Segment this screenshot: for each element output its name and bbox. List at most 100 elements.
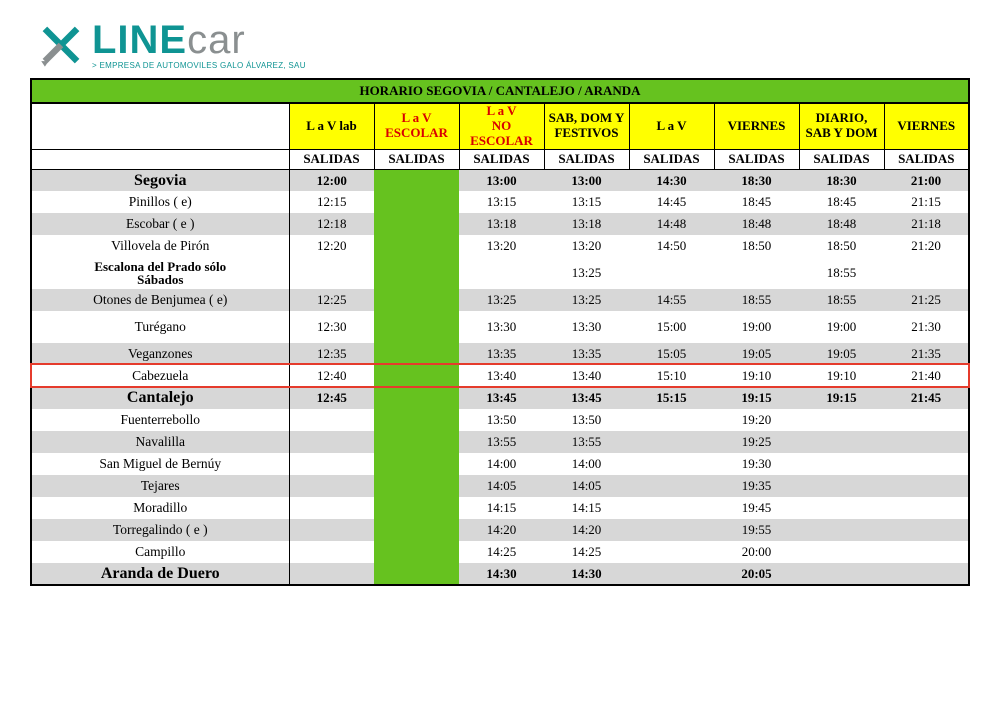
salidas-header: SALIDAS: [884, 149, 969, 169]
time-cell: [289, 563, 374, 585]
table-row: Moradillo14:1514:1519:45: [31, 497, 969, 519]
time-cell: 19:00: [799, 311, 884, 343]
time-cell: 13:40: [544, 365, 629, 387]
table-row: Campillo14:2514:2520:00: [31, 541, 969, 563]
column-header: L a VESCOLAR: [374, 103, 459, 149]
time-cell: 21:30: [884, 311, 969, 343]
time-cell: 14:00: [459, 453, 544, 475]
time-cell: 18:55: [799, 289, 884, 311]
time-cell: 14:30: [459, 563, 544, 585]
time-cell: [629, 431, 714, 453]
time-cell: 13:45: [544, 387, 629, 409]
column-header: L a V: [629, 103, 714, 149]
time-cell: 19:25: [714, 431, 799, 453]
time-cell: 18:50: [714, 235, 799, 257]
time-cell: 19:20: [714, 409, 799, 431]
time-cell: 20:05: [714, 563, 799, 585]
time-cell: 13:20: [459, 235, 544, 257]
time-cell: [374, 409, 459, 431]
time-cell: [629, 519, 714, 541]
table-row: Navalilla13:5513:5519:25: [31, 431, 969, 453]
time-cell: [714, 257, 799, 289]
time-cell: [374, 541, 459, 563]
time-cell: 13:55: [544, 431, 629, 453]
time-cell: [374, 475, 459, 497]
time-cell: 19:45: [714, 497, 799, 519]
time-cell: [884, 563, 969, 585]
table-row: Veganzones12:3513:3513:3515:0519:0519:05…: [31, 343, 969, 365]
time-cell: 13:00: [544, 169, 629, 191]
time-cell: [459, 257, 544, 289]
time-cell: 12:35: [289, 343, 374, 365]
logo-subtitle: > EMPRESA DE AUTOMOVILES GALO ÁLVAREZ, S…: [92, 62, 306, 70]
time-cell: 13:25: [459, 289, 544, 311]
time-cell: 19:05: [799, 343, 884, 365]
time-cell: [374, 191, 459, 213]
time-cell: [799, 519, 884, 541]
time-cell: 13:15: [459, 191, 544, 213]
time-cell: [289, 409, 374, 431]
stop-name: Aranda de Duero: [31, 563, 289, 585]
time-cell: 18:55: [714, 289, 799, 311]
time-cell: [374, 563, 459, 585]
time-cell: 13:40: [459, 365, 544, 387]
column-header: L a V lab: [289, 103, 374, 149]
time-cell: 14:05: [544, 475, 629, 497]
time-cell: 13:30: [459, 311, 544, 343]
time-cell: [629, 453, 714, 475]
time-cell: 20:00: [714, 541, 799, 563]
time-cell: 21:45: [884, 387, 969, 409]
table-row: Tejares14:0514:0519:35: [31, 475, 969, 497]
time-cell: 21:15: [884, 191, 969, 213]
time-cell: [289, 431, 374, 453]
salidas-blank: [31, 149, 289, 169]
column-header: VIERNES: [884, 103, 969, 149]
stop-name: Escalona del Prado sóloSábados: [31, 257, 289, 289]
time-cell: [374, 343, 459, 365]
stop-name: Campillo: [31, 541, 289, 563]
time-cell: 18:50: [799, 235, 884, 257]
table-row: San Miguel de Bernúy14:0014:0019:30: [31, 453, 969, 475]
stop-name: Segovia: [31, 169, 289, 191]
time-cell: 19:15: [799, 387, 884, 409]
time-cell: [884, 475, 969, 497]
stop-name: Tejares: [31, 475, 289, 497]
time-cell: [374, 431, 459, 453]
time-cell: 19:05: [714, 343, 799, 365]
time-cell: [629, 409, 714, 431]
time-cell: [799, 475, 884, 497]
time-cell: [289, 257, 374, 289]
time-cell: 19:00: [714, 311, 799, 343]
time-cell: [629, 475, 714, 497]
time-cell: 14:20: [544, 519, 629, 541]
time-cell: 13:20: [544, 235, 629, 257]
time-cell: 19:55: [714, 519, 799, 541]
time-cell: [629, 257, 714, 289]
time-cell: [374, 235, 459, 257]
time-cell: 21:25: [884, 289, 969, 311]
time-cell: 19:10: [714, 365, 799, 387]
time-cell: 13:50: [459, 409, 544, 431]
table-row: Turégano12:3013:3013:3015:0019:0019:0021…: [31, 311, 969, 343]
table-row: Torregalindo ( e )14:2014:2019:55: [31, 519, 969, 541]
time-cell: [884, 497, 969, 519]
time-cell: 13:18: [459, 213, 544, 235]
time-cell: 15:05: [629, 343, 714, 365]
time-cell: 12:00: [289, 169, 374, 191]
time-cell: [799, 541, 884, 563]
logo-text: LINEcar: [92, 20, 306, 60]
time-cell: 12:25: [289, 289, 374, 311]
stop-name: Escobar ( e ): [31, 213, 289, 235]
time-cell: 14:25: [544, 541, 629, 563]
time-cell: [289, 497, 374, 519]
stop-name: Fuenterrebollo: [31, 409, 289, 431]
time-cell: 21:00: [884, 169, 969, 191]
time-cell: [884, 409, 969, 431]
stop-name: Otones de Benjumea ( e): [31, 289, 289, 311]
table-row: Villovela de Pirón12:2013:2013:2014:5018…: [31, 235, 969, 257]
time-cell: [884, 541, 969, 563]
table-row: Aranda de Duero14:3014:3020:05: [31, 563, 969, 585]
time-cell: 18:45: [714, 191, 799, 213]
time-cell: 18:30: [714, 169, 799, 191]
time-cell: 13:25: [544, 257, 629, 289]
